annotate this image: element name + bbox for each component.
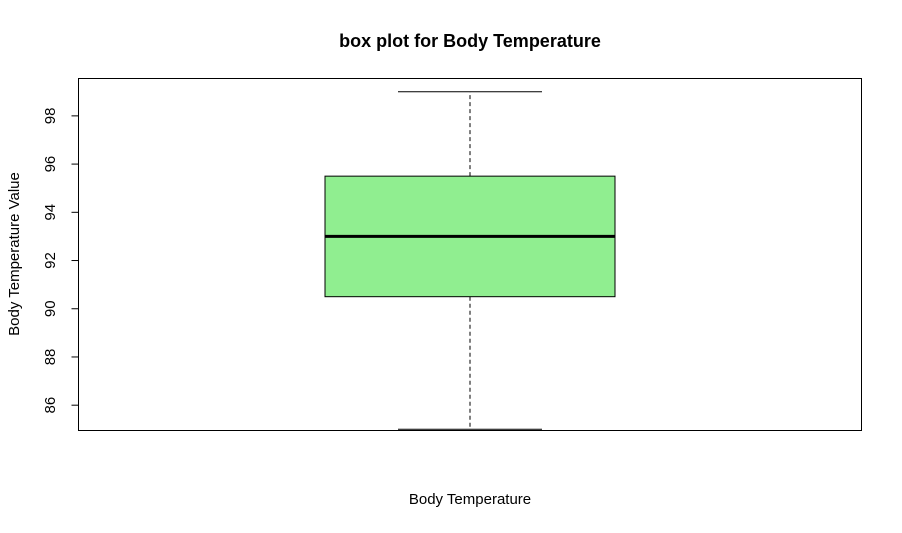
plot-frame — [78, 78, 862, 431]
y-axis: 86 88 90 92 94 96 98 — [42, 108, 79, 414]
y-axis-label: Body Temperature Value — [6, 172, 23, 336]
y-tick-label: 96 — [42, 156, 59, 173]
y-tick-label: 98 — [42, 108, 59, 125]
y-tick-label: 86 — [42, 397, 59, 414]
y-tick-label: 92 — [42, 252, 59, 269]
x-axis-label: Body Temperature — [409, 491, 531, 508]
box-group — [324, 91, 616, 430]
chart-title: box plot for Body Temperature — [339, 31, 601, 51]
y-tick-label: 94 — [42, 204, 59, 221]
y-tick-label: 88 — [42, 349, 59, 366]
y-tick-label: 90 — [42, 300, 59, 317]
